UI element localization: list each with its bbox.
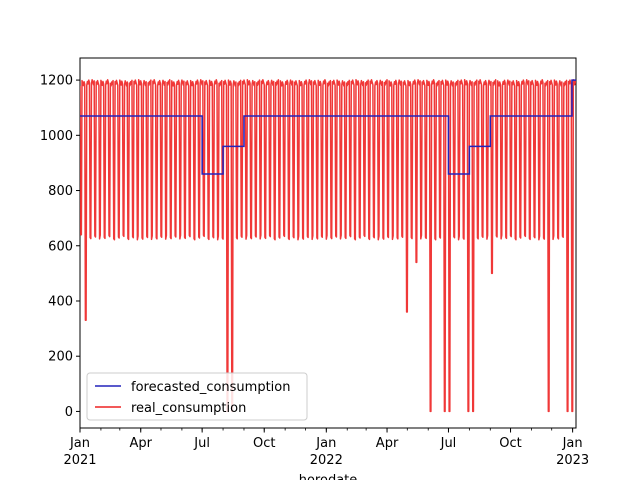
plot-area [79,57,577,429]
x-tick: Jul [193,428,210,451]
x-tick-year-label: 2023 [556,453,589,468]
legend-label-real: real_consumption [131,401,246,416]
y-tick: 200 [48,350,80,365]
x-tick-label: Oct [499,436,521,451]
x-tick: Jan 2022 [310,428,343,468]
y-tick-label: 1000 [40,129,73,144]
y-tick: 600 [48,239,80,254]
y-tick: 800 [48,184,80,199]
x-tick-label: Jan [562,436,583,451]
series-line-real-consumption [80,79,576,413]
legend-box [86,372,308,421]
series-layer [80,79,576,413]
x-tick: Jul [440,428,457,451]
x-tick-label: Apr [129,436,152,451]
x-tick-label: Oct [253,436,275,451]
x-tick-label: Jan [315,436,336,451]
x-tick: Apr [376,428,399,451]
y-tick-label: 400 [48,294,73,309]
x-tick-label: Jul [193,436,210,451]
y-axis: 0 200 400 600 800 1000 1200 [40,74,80,420]
legend-label-forecasted: forecasted_consumption [131,380,291,395]
x-tick-year-label: 2022 [310,453,343,468]
y-tick: 400 [48,294,80,309]
y-tick-label: 1200 [40,74,73,89]
x-tick-label: Jan [69,436,90,451]
x-axis-title: horodate [299,473,358,480]
x-tick-label: Apr [376,436,399,451]
plot-frame [79,57,577,429]
legend: forecasted_consumption real_consumption [86,372,308,421]
y-tick: 1000 [40,129,80,144]
x-tick-label: Jul [440,436,457,451]
y-tick: 0 [65,405,80,420]
x-tick: Oct [499,428,522,451]
x-tick: Jan 2023 [556,428,589,468]
x-tick-year-label: 2021 [63,453,96,468]
y-tick-label: 800 [48,184,73,199]
x-axis: Jan 2021 Apr Jul Oct Jan 2022 Apr Jul Oct Jan 2023 [63,428,589,468]
y-tick-label: 600 [48,239,73,254]
x-tick: Oct [253,428,275,451]
x-tick: Jan 2021 [63,428,97,468]
series-line-forecasted-consumption [80,79,576,175]
y-tick-label: 0 [65,405,73,420]
y-tick: 1200 [40,74,80,89]
y-tick-label: 200 [48,350,73,365]
x-tick: Apr [129,428,153,451]
